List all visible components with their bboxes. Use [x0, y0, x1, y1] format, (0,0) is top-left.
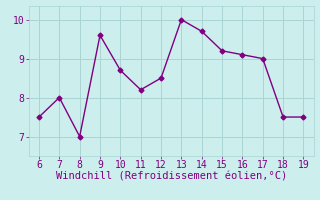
X-axis label: Windchill (Refroidissement éolien,°C): Windchill (Refroidissement éolien,°C) — [56, 172, 287, 182]
